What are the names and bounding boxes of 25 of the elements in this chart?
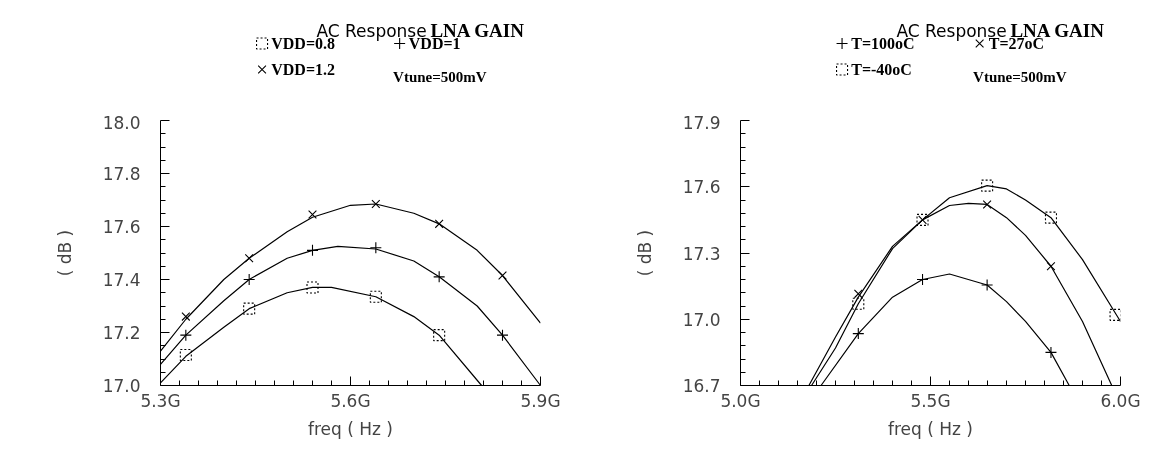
y-tick-label: 17.2 [102,323,141,343]
text: Vtune=500mV [973,68,1067,85]
x-tick-label: 5.3G [140,390,181,411]
y-tick-label: 17.9 [682,112,721,133]
x-tick-label: 5.5G [910,390,951,411]
legend-label: VDD=1.2 [271,61,336,78]
y-tick-label: 17.0 [102,376,141,396]
legend-label: T=-40oC [851,61,912,78]
x-tick-label: 6.0G [1100,390,1141,411]
y-axis-title: ( dB ) [54,229,75,277]
y-tick-label: 17.6 [102,217,141,237]
y-tick-label: 17.0 [682,309,721,330]
x-axis-title: freq ( Hz ) [887,418,974,439]
y-tick-label: 18.0 [102,112,141,133]
y-tick-label: 16.7 [682,376,721,396]
y-tick-label: 17.3 [682,243,721,264]
y-tick-label: 17.4 [102,270,141,290]
text: Vtune=500mV [393,68,487,85]
x-tick-label: 5.6G [330,390,371,411]
x-tick-label: 5.0G [720,390,761,411]
y-tick-label: 17.8 [102,164,141,184]
x-axis-title: freq ( Hz ) [307,418,394,439]
y-tick-label: 17.6 [682,177,721,198]
y-axis-title: ( dB ) [634,229,655,277]
x-tick-label: 5.9G [520,390,561,411]
